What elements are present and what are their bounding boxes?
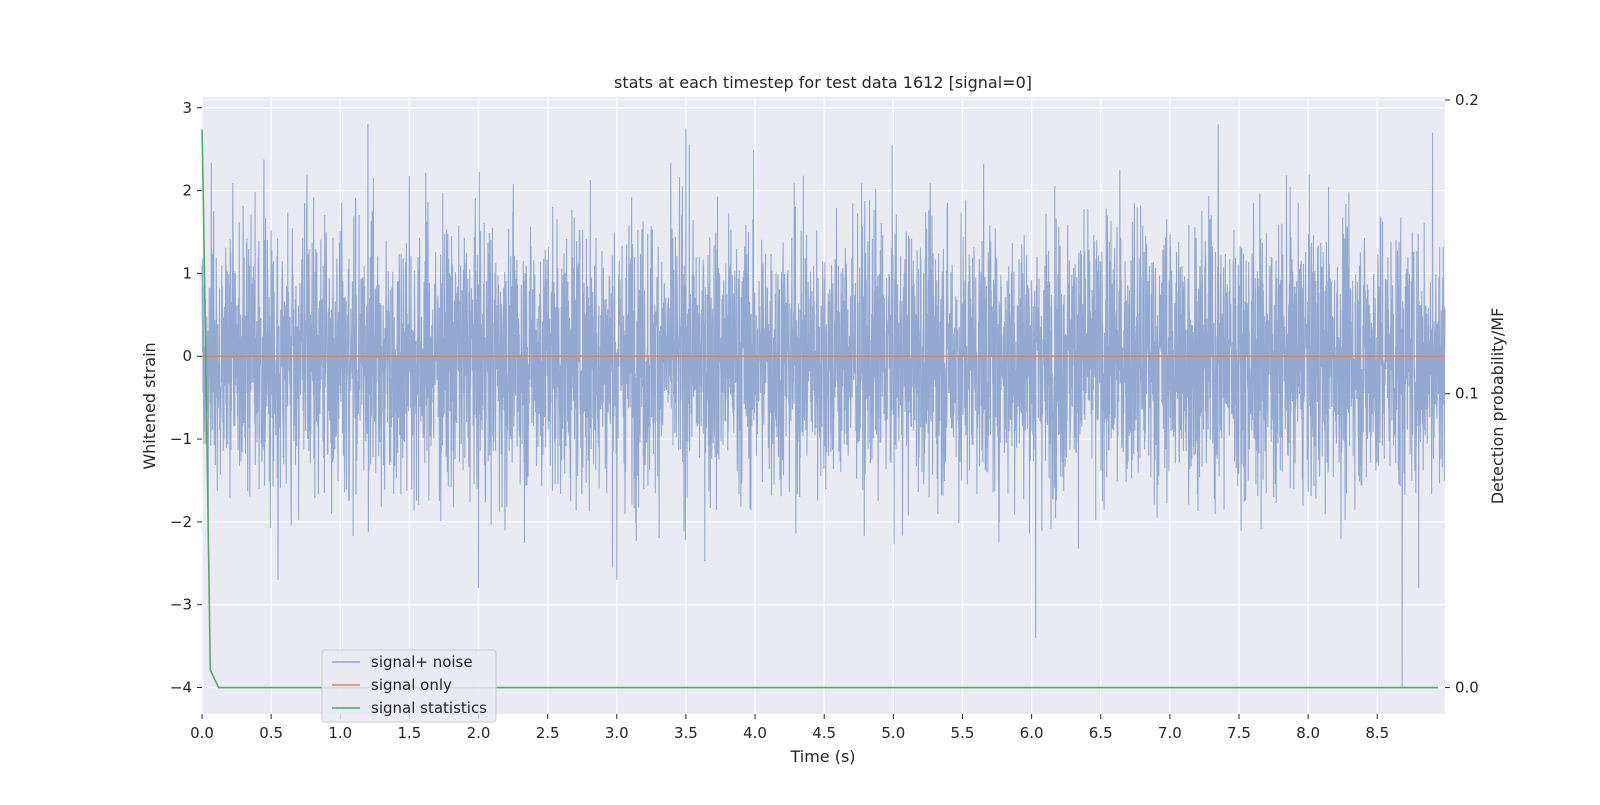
y-tick-label: 0 [182,347,192,365]
x-tick-label: 5.5 [951,724,975,742]
x-tick-label: 2.0 [467,724,491,742]
x-tick-label: 8.0 [1296,724,1320,742]
x-tick-label: 6.0 [1020,724,1044,742]
y2-axis-label: Detection probability/MF [1488,308,1507,505]
x-tick-label: 7.0 [1158,724,1182,742]
x-tick-label: 5.0 [881,724,905,742]
chart-title: stats at each timestep for test data 161… [614,73,1032,92]
series-signal-noise-line [201,124,1446,688]
x-tick-label: 0.5 [259,724,283,742]
y-tick-label: −1 [170,430,192,448]
x-tick-label: 0.0 [190,724,214,742]
axes-layer: 0.0 0.5 1.0 1.5 2.0 2.5 3.0 3.5 4.0 4.5 5.0 5.5 6.0 6… [170,91,1479,742]
y-axis-label: Whitened strain [140,342,159,469]
series-layer [201,124,1446,689]
x-tick-label: 4.5 [812,724,836,742]
x-tick-label: 8.5 [1365,724,1389,742]
series-signal-statistics-line [201,129,1439,689]
y-tick-label: −3 [170,596,192,614]
x-tick-label: 3.0 [605,724,629,742]
x-tick-label: 2.5 [536,724,560,742]
y-tick-label: 1 [182,264,192,282]
x-tick-label: 3.5 [674,724,698,742]
y2-tick-label: 0.2 [1455,91,1479,109]
x-tick-label: 6.5 [1089,724,1113,742]
x-tick-label: 4.0 [743,724,767,742]
legend-label-signal-statistics: signal statistics [371,699,487,717]
y-tick-label: −2 [170,513,192,531]
y2-tick-label: 0.0 [1455,679,1479,697]
x-axis-label: Time (s) [789,747,855,766]
y-tick-label: 2 [182,182,192,200]
legend: signal+ noise signal only signal statist… [321,649,497,723]
x-tick-label: 1.0 [328,724,352,742]
x-tick-label: 7.5 [1227,724,1251,742]
x-tick-label: 1.5 [397,724,421,742]
y-tick-label: −4 [170,678,192,696]
legend-label-signal-noise: signal+ noise [371,653,473,671]
legend-box [321,649,497,723]
y-tick-label: 3 [182,99,192,117]
legend-label-signal-only: signal only [371,676,452,694]
y2-tick-label: 0.1 [1455,385,1479,403]
